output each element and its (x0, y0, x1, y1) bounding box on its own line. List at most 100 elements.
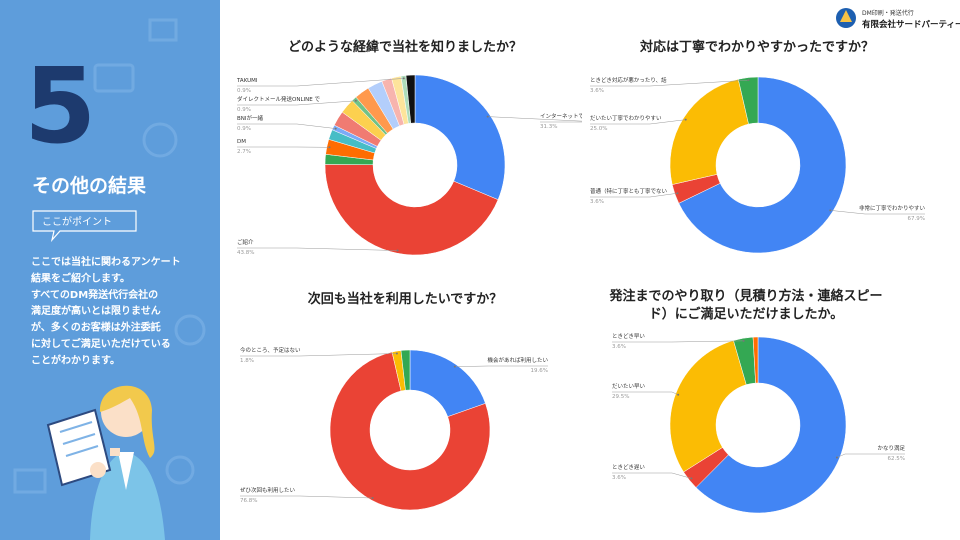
leader-dot (677, 393, 680, 396)
slice-label: ダイレクトメール発送ONLINE で 0.9% (237, 95, 357, 113)
leader-dot (835, 456, 838, 459)
point-label: ここがポイント (42, 215, 112, 228)
leader-dot (690, 477, 693, 480)
value-label: 29.5% (612, 394, 629, 400)
slice (669, 78, 749, 185)
chart-title: 対応は丁寧でわかりやすかったですか？ (639, 39, 874, 55)
leader-line (612, 340, 744, 343)
value-label: 31.3% (540, 124, 557, 130)
value-label: 0.9% (237, 107, 251, 113)
slice-label: ときどき遅い 3.6% (612, 463, 693, 481)
heading: その他の結果 (32, 174, 146, 197)
slice-label: ご紹介 43.8% (237, 238, 399, 256)
body-line: 満足度が高いとは限りません (31, 304, 161, 317)
value-label: 67.9% (908, 216, 925, 222)
category-label: ときどき対応が悪かったり、話 (590, 76, 667, 84)
section-number: 5 (24, 45, 96, 167)
leader-line (590, 79, 749, 87)
slice-label: ぜひ次回も利用したい 76.8% (240, 486, 374, 504)
leader-dot (742, 339, 745, 342)
body-line: 結果をご紹介します。 (31, 271, 130, 284)
leader-line (237, 247, 398, 251)
leader-dot (486, 115, 489, 118)
value-label: 76.8% (240, 498, 257, 504)
charts: どのような経緯で当社を知りましたか？ インターネットで 31.3% ご紹介 43.8% D… (236, 39, 925, 514)
chart: 対応は丁寧でわかりやすかったですか？ 非常に丁寧でわかりやすい 67.9% 普通（特に… (590, 39, 925, 254)
chart: どのような経緯で当社を知りましたか？ インターネットで 31.3% ご紹介 43.8% D… (236, 39, 585, 256)
value-label: 25.0% (590, 126, 607, 132)
chart-title: 次回も当社を利用したいですか？ (308, 291, 503, 307)
slice (669, 340, 747, 473)
value-label: 3.6% (590, 88, 604, 94)
leader-line (836, 453, 905, 458)
category-label: インターネットで (540, 112, 585, 120)
leader-dot (395, 352, 398, 355)
value-label: 19.6% (531, 368, 548, 374)
chart-title: ド）にご満足いただけましたか。 (649, 306, 843, 322)
chart: 次回も当社を利用したいですか？ 機会があれば利用したい 19.6% ぜひ次回も利用した… (240, 291, 548, 511)
category-label: だいたい早い (612, 383, 646, 390)
slice (329, 351, 491, 511)
category-label: DM (237, 139, 246, 145)
body-line: すべてのDM発送代行会社の (31, 288, 158, 301)
logo-tagline: DM印刷・発送代行 (862, 9, 914, 17)
chart-title: どのような経緯で当社を知りましたか？ (288, 39, 522, 55)
logo-company: 有限会社サードパーティー (862, 19, 960, 30)
category-label: かなり満足 (877, 445, 905, 452)
slice (414, 74, 506, 201)
leader-line (830, 210, 925, 215)
point-badge (32, 210, 137, 243)
value-label: 0.9% (237, 88, 251, 94)
category-label: ときどき遅い (612, 463, 645, 471)
body-line: に対してご満足いただけている (31, 337, 171, 350)
body-line: ここでは当社に関わるアンケート (31, 255, 181, 268)
slice-label: インターネットで 31.3% (486, 112, 585, 130)
logo-accent (840, 10, 852, 22)
slice-label: かなり満足 62.5% (835, 445, 905, 462)
leader-line (487, 116, 582, 123)
leader-dot (684, 118, 687, 121)
chart-title: 発注までのやり取り（見積り方法・連絡スピー (608, 288, 882, 304)
value-label: 1.8% (240, 358, 254, 364)
category-label: ときどき早い (612, 332, 645, 340)
slice (752, 336, 759, 384)
slice (405, 74, 416, 124)
body-line: ことがわかります。 (31, 353, 120, 366)
slice (695, 336, 847, 514)
leader-dot (829, 209, 832, 212)
value-label: 43.8% (237, 250, 254, 256)
logo: DM印刷・発送代行 有限会社サードパーティー (836, 8, 960, 30)
category-label: ぜひ次回も利用したい (240, 486, 296, 494)
leader-line (237, 78, 404, 87)
category-label: 今のところ、予定はない (240, 346, 301, 354)
leader-line (612, 472, 692, 479)
leader-line (240, 353, 397, 357)
leader-line (612, 391, 679, 395)
category-label: ご紹介 (237, 238, 254, 246)
slice-label: BNIが一緒 0.9% (237, 114, 337, 132)
slice (324, 164, 499, 256)
category-label: 機会があれば利用したい (487, 356, 548, 364)
leader-dot (334, 127, 337, 130)
leader-line (454, 365, 548, 367)
slice-label: ときどき対応が悪かったり、話 3.6% (590, 76, 750, 94)
value-label: 0.9% (237, 126, 251, 132)
slice-label: 非常に丁寧でわかりやすい 67.9% (829, 204, 925, 222)
sidebar: 5 その他の結果 ここがポイント ここでは当社に関わるアンケート結果をご紹介しま… (0, 0, 220, 540)
leader-dot (396, 249, 399, 252)
leader-dot (453, 365, 456, 368)
leader-line (237, 100, 356, 106)
leader-dot (354, 99, 357, 102)
slice (737, 76, 759, 125)
category-label: TAKUMI (236, 78, 258, 84)
category-label: BNIが一緒 (237, 114, 264, 122)
illustration (46, 385, 165, 540)
slice (400, 349, 411, 391)
body-line: が、多くのお客様は外注委託 (31, 321, 161, 334)
chart: 発注までのやり取り（見積り方法・連絡スピード）にご満足いただけましたか。かなり満… (608, 288, 905, 514)
slice-label: 普通（特に丁寧とも丁寧でない 3.6% (590, 187, 679, 205)
slice-label: ときどき早い 3.6% (612, 332, 745, 350)
leader-dot (402, 77, 405, 80)
leader-line (237, 123, 336, 129)
